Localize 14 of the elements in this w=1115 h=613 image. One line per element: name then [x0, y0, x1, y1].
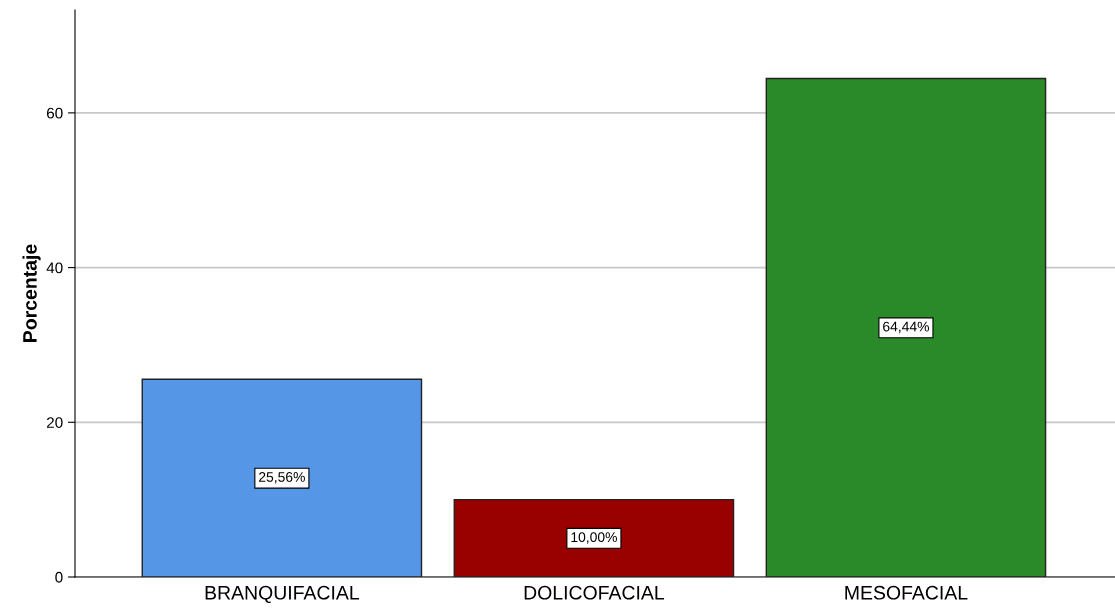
data-label: 25,56% — [259, 472, 305, 484]
x-tick-label: DOLICOFACIAL — [524, 585, 665, 600]
bar — [453, 498, 735, 577]
data-label: 64,44% — [883, 321, 929, 334]
y-tick-label: 20 — [46, 417, 63, 428]
x-tick-label: MESOFACIAL — [845, 585, 968, 600]
y-axis-title: Porcentaje — [22, 244, 41, 342]
x-tick-label: BRANQUIFACIAL — [205, 585, 360, 604]
y-tick-label: 40 — [46, 262, 63, 274]
bar — [765, 77, 1047, 577]
y-tick-label: 60 — [46, 107, 63, 119]
data-label: 10,00% — [571, 532, 617, 544]
bar — [141, 378, 423, 577]
y-tick-label: 0 — [55, 571, 63, 583]
